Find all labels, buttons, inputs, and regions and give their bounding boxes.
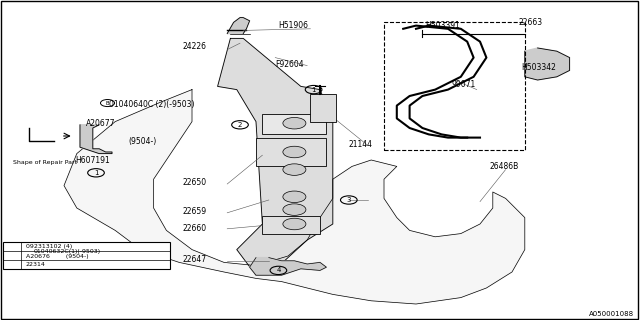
Circle shape bbox=[283, 146, 306, 158]
Text: 22647: 22647 bbox=[182, 255, 207, 264]
Text: H607191: H607191 bbox=[76, 156, 110, 164]
Text: 24226: 24226 bbox=[182, 42, 206, 51]
Text: H503342: H503342 bbox=[522, 63, 556, 72]
Text: (9504-): (9504-) bbox=[128, 137, 156, 146]
Polygon shape bbox=[250, 258, 326, 275]
Circle shape bbox=[283, 117, 306, 129]
Polygon shape bbox=[227, 18, 250, 34]
Text: 1: 1 bbox=[10, 244, 13, 249]
Text: A050001088: A050001088 bbox=[588, 311, 634, 317]
Polygon shape bbox=[64, 90, 525, 304]
Circle shape bbox=[283, 218, 306, 230]
FancyBboxPatch shape bbox=[256, 138, 326, 166]
Text: 22650: 22650 bbox=[182, 178, 207, 187]
Text: 01040640C (2)(-9503): 01040640C (2)(-9503) bbox=[109, 100, 195, 108]
Text: 3: 3 bbox=[10, 262, 13, 267]
Text: 3: 3 bbox=[346, 197, 351, 203]
Text: 22663: 22663 bbox=[518, 18, 543, 27]
FancyBboxPatch shape bbox=[262, 114, 326, 134]
Text: 4: 4 bbox=[276, 268, 280, 273]
Text: A20676        (9504-): A20676 (9504-) bbox=[26, 254, 88, 259]
Text: 2: 2 bbox=[238, 122, 242, 128]
Circle shape bbox=[283, 164, 306, 175]
Text: B: B bbox=[106, 100, 109, 106]
Text: 99071: 99071 bbox=[451, 80, 476, 89]
Circle shape bbox=[283, 191, 306, 203]
Text: Shape of Repair Part: Shape of Repair Part bbox=[13, 160, 77, 165]
Text: 1: 1 bbox=[311, 87, 316, 92]
Text: 01040632C(1)(-9503): 01040632C(1)(-9503) bbox=[34, 250, 101, 254]
Polygon shape bbox=[218, 38, 333, 275]
Text: 092313102 (4): 092313102 (4) bbox=[26, 244, 72, 249]
FancyBboxPatch shape bbox=[262, 216, 320, 234]
Text: 1: 1 bbox=[93, 170, 99, 176]
Text: 21144: 21144 bbox=[349, 140, 372, 148]
Polygon shape bbox=[80, 125, 112, 154]
Text: B: B bbox=[25, 250, 29, 254]
Text: H51906: H51906 bbox=[278, 21, 308, 30]
Text: 22660: 22660 bbox=[182, 224, 207, 233]
FancyBboxPatch shape bbox=[310, 94, 336, 122]
Text: 2: 2 bbox=[10, 250, 13, 254]
Text: 22659: 22659 bbox=[182, 207, 207, 216]
FancyBboxPatch shape bbox=[3, 242, 170, 269]
Text: 22314: 22314 bbox=[26, 262, 45, 267]
Text: A20677: A20677 bbox=[86, 119, 116, 128]
Text: 26486B: 26486B bbox=[490, 162, 519, 171]
Text: F92604: F92604 bbox=[275, 60, 304, 68]
Text: H503391: H503391 bbox=[426, 21, 460, 30]
Polygon shape bbox=[525, 48, 570, 80]
Circle shape bbox=[283, 204, 306, 215]
